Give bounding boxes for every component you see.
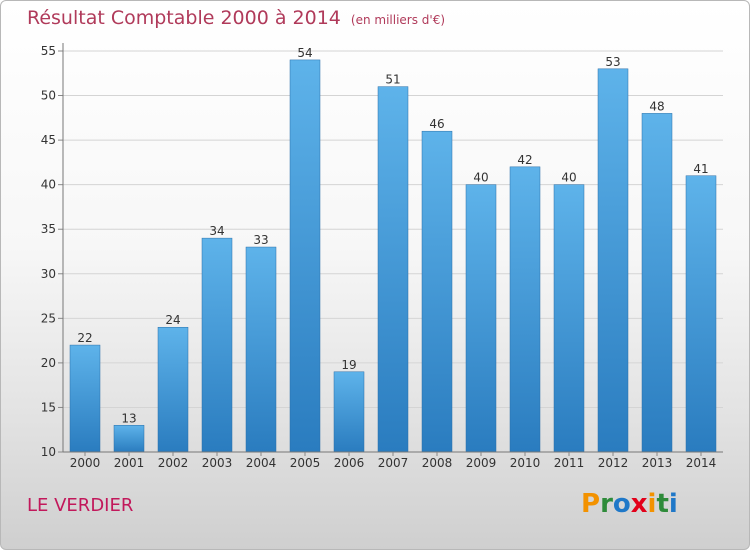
bar-value-label: 24: [165, 313, 180, 327]
y-tick-label: 40: [41, 178, 56, 192]
bar: [113, 425, 145, 453]
y-tick-label: 30: [41, 267, 56, 281]
place-name: LE VERDIER: [27, 495, 134, 516]
bar-value-label: 40: [561, 171, 576, 185]
x-tick-label: 2010: [510, 456, 541, 470]
x-tick-label: 2009: [466, 456, 497, 470]
x-tick-label: 2005: [290, 456, 321, 470]
y-tick-label: 20: [41, 356, 56, 370]
bar-value-label: 40: [473, 171, 488, 185]
bar-value-label: 34: [209, 224, 224, 238]
bar: [641, 113, 673, 453]
x-tick-label: 2002: [158, 456, 189, 470]
bar-value-label: 33: [253, 233, 268, 247]
y-tick-label: 45: [41, 133, 56, 147]
x-tick-label: 2003: [202, 456, 233, 470]
bar-value-label: 51: [385, 73, 400, 87]
y-tick-label: 55: [41, 44, 56, 58]
bar-value-label: 19: [341, 358, 356, 372]
x-tick-label: 2008: [422, 456, 453, 470]
x-tick-label: 2011: [554, 456, 585, 470]
x-tick-label: 2004: [246, 456, 277, 470]
bar: [685, 175, 717, 453]
bar-value-label: 53: [605, 55, 620, 69]
bar-value-label: 48: [649, 99, 664, 113]
y-tick-label: 35: [41, 222, 56, 236]
x-tick-label: 2006: [334, 456, 365, 470]
y-tick-label: 15: [41, 400, 56, 414]
bar-value-label: 46: [429, 117, 444, 131]
y-tick-label: 50: [41, 89, 56, 103]
bar-value-label: 42: [517, 153, 532, 167]
bar: [553, 184, 585, 453]
bar-value-label: 54: [297, 46, 312, 60]
y-tick-label: 10: [41, 445, 56, 459]
bar: [69, 344, 101, 453]
bar: [509, 166, 541, 453]
x-tick-label: 2001: [114, 456, 145, 470]
bar: [201, 237, 233, 453]
x-tick-label: 2012: [598, 456, 629, 470]
bar: [597, 68, 629, 453]
bar: [333, 371, 365, 453]
bar: [245, 246, 277, 453]
bar: [157, 326, 189, 453]
bar-value-label: 13: [121, 411, 136, 425]
bar-value-label: 22: [77, 331, 92, 345]
x-tick-label: 2014: [686, 456, 717, 470]
bar: [377, 86, 409, 453]
x-tick-label: 2013: [642, 456, 673, 470]
bar-value-label: 41: [693, 162, 708, 176]
bar: [421, 130, 453, 453]
x-tick-label: 2000: [70, 456, 101, 470]
bar: [465, 184, 497, 453]
bar: [289, 59, 321, 453]
x-tick-label: 2007: [378, 456, 409, 470]
y-tick-label: 25: [41, 311, 56, 325]
chart-subtitle: (en milliers d'€): [350, 13, 446, 27]
chart-title: Résultat Comptable 2000 à 2014 (en millie…: [27, 7, 446, 29]
proxiti-logo: Proxiti: [581, 489, 678, 519]
